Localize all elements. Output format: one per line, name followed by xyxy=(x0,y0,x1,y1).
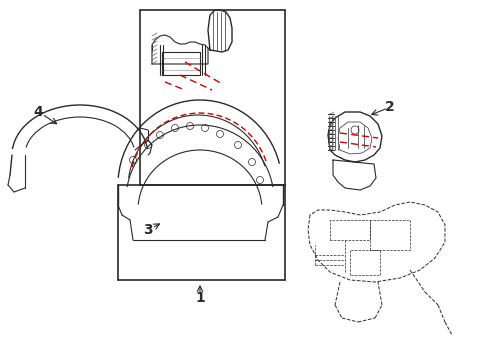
Text: 3: 3 xyxy=(143,223,153,237)
Text: 2: 2 xyxy=(385,100,394,114)
Text: 1: 1 xyxy=(195,291,204,305)
Text: 4: 4 xyxy=(33,105,43,119)
